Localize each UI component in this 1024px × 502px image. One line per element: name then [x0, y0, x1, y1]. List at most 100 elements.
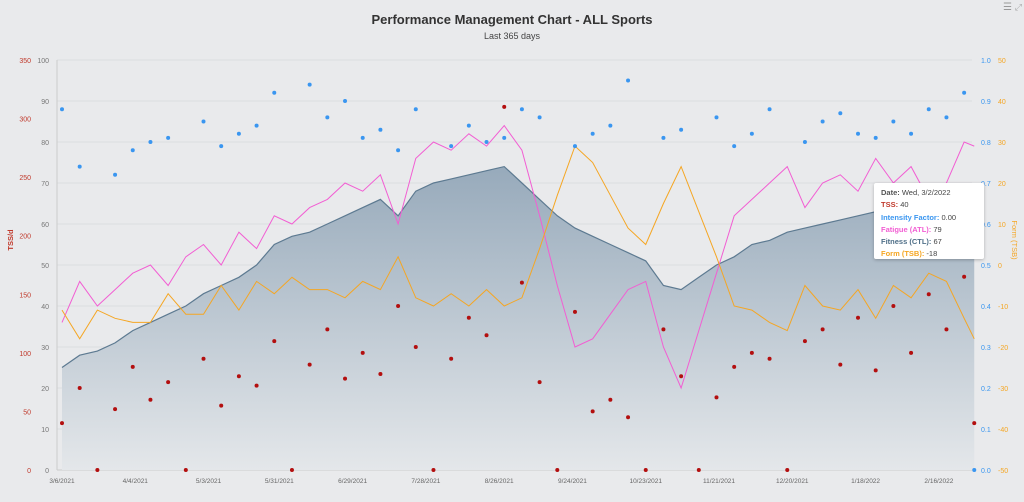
tss-point	[926, 292, 931, 297]
x-axis-tick: 1/18/2022	[851, 478, 880, 485]
intensity-factor-point	[767, 107, 772, 112]
x-axis-tick: 8/26/2021	[485, 478, 514, 485]
intensity-factor-point	[661, 135, 666, 140]
intensity-factor-point	[714, 115, 719, 120]
tss-point	[820, 327, 825, 332]
tss-point	[590, 409, 595, 414]
intensity-factor-point	[926, 107, 931, 112]
expand-icon[interactable]: ⤢	[1014, 2, 1022, 12]
intensity-factor-point	[838, 111, 843, 116]
intensity-factor-point	[626, 78, 631, 83]
x-axis-tick: 5/3/2021	[196, 478, 222, 485]
load-axis-tick: 80	[41, 140, 49, 147]
if-axis-tick: 0.3	[981, 345, 991, 352]
tss-point	[449, 356, 454, 361]
x-axis-tick: 10/23/2021	[629, 478, 662, 485]
intensity-factor-point	[254, 123, 259, 128]
tooltip-tsb: Form (TSB): -18	[881, 249, 938, 259]
intensity-factor-point	[909, 131, 914, 136]
load-axis-tick: 100	[37, 58, 49, 65]
tss-point	[626, 415, 631, 420]
tooltip-date: Date: Wed, 3/2/2022	[881, 188, 951, 197]
chart-title: Performance Management Chart - ALL Sport…	[371, 12, 653, 27]
intensity-factor-point	[749, 131, 754, 136]
load-axis-tick: 10	[41, 427, 49, 434]
if-axis-tick: 0.9	[981, 99, 991, 106]
tss-axis-tick: 200	[19, 234, 31, 241]
tss-point	[60, 421, 64, 426]
tss-point	[838, 362, 843, 367]
form-axis-tick: -50	[998, 468, 1008, 475]
if-axis-tick: 0.2	[981, 386, 991, 393]
intensity-factor-point	[307, 82, 312, 87]
form-axis-tick: -10	[998, 304, 1008, 311]
load-axis-tick: 70	[41, 181, 49, 188]
intensity-factor-point	[484, 140, 489, 144]
intensity-factor-point	[378, 127, 383, 132]
tss-point	[166, 380, 171, 385]
tss-point	[148, 397, 153, 402]
intensity-factor-point	[113, 172, 118, 177]
load-axis-tick: 50	[41, 263, 49, 270]
tss-point	[661, 327, 666, 332]
intensity-factor-point	[60, 107, 64, 112]
intensity-factor-point	[856, 131, 861, 136]
fatigue-atl-line	[61, 124, 975, 390]
intensity-factor-point	[572, 144, 577, 149]
tss-point	[972, 421, 977, 426]
intensity-factor-point	[590, 131, 595, 136]
tss-axis-tick: 350	[19, 58, 31, 65]
intensity-factor-point	[272, 90, 277, 95]
tss-point	[272, 339, 277, 344]
tss-point	[201, 356, 206, 361]
tss-point	[802, 339, 807, 344]
intensity-factor-point	[396, 148, 401, 153]
intensity-factor-point	[166, 135, 171, 140]
tss-point	[360, 350, 365, 355]
x-axis-tick: 6/29/2021	[338, 478, 367, 485]
load-axis-tick: 90	[41, 99, 49, 106]
intensity-factor-point	[972, 468, 977, 472]
form-axis-tick: -30	[998, 386, 1008, 393]
form-axis-tick: 20	[998, 181, 1006, 188]
tooltip-if: Intensity Factor: 0.00	[881, 212, 957, 222]
tss-point	[219, 403, 224, 408]
fitness-ctl-area	[62, 166, 975, 470]
tss-point	[484, 333, 489, 338]
if-axis-tick: 0.0	[981, 468, 991, 475]
fitness-ctl-line	[61, 165, 975, 368]
intensity-factor-point	[944, 115, 949, 120]
x-axis-tick: 3/6/2021	[49, 478, 75, 485]
tss-point	[431, 468, 436, 472]
if-axis-tick: 0.4	[981, 304, 991, 311]
form-tsb-line	[61, 145, 975, 340]
tss-point	[555, 468, 560, 472]
intensity-factor-point	[148, 140, 153, 144]
tss-point	[962, 274, 967, 279]
tss-point	[254, 383, 259, 388]
intensity-factor-point	[77, 164, 82, 169]
intensity-factor-point	[873, 135, 878, 140]
intensity-factor-point	[608, 123, 613, 128]
hamburger-menu-icon[interactable]: ☰	[1003, 2, 1012, 13]
tss-point	[572, 309, 577, 314]
tss-point	[873, 368, 878, 373]
tss-point	[732, 364, 737, 369]
tss-point	[502, 104, 507, 109]
form-axis-label: Form (TSB)	[1010, 220, 1019, 260]
tss-point	[130, 364, 135, 369]
tss-point	[608, 397, 613, 402]
tss-point	[749, 350, 754, 355]
intensity-factor-point	[537, 115, 542, 120]
if-axis-tick: 0.5	[981, 263, 991, 270]
form-axis-tick: 40	[998, 99, 1006, 106]
form-axis-tick: 10	[998, 222, 1006, 229]
intensity-factor-point	[343, 99, 348, 103]
tss-point	[519, 280, 524, 285]
tooltip-atl: Fatigue (ATL): 79	[881, 224, 942, 234]
intensity-factor-point	[802, 140, 807, 144]
tss-axis-tick: 0	[27, 468, 31, 475]
intensity-factor-point	[679, 127, 684, 132]
form-axis-tick: 30	[998, 140, 1006, 147]
x-axis-tick: 12/20/2021	[776, 478, 809, 485]
